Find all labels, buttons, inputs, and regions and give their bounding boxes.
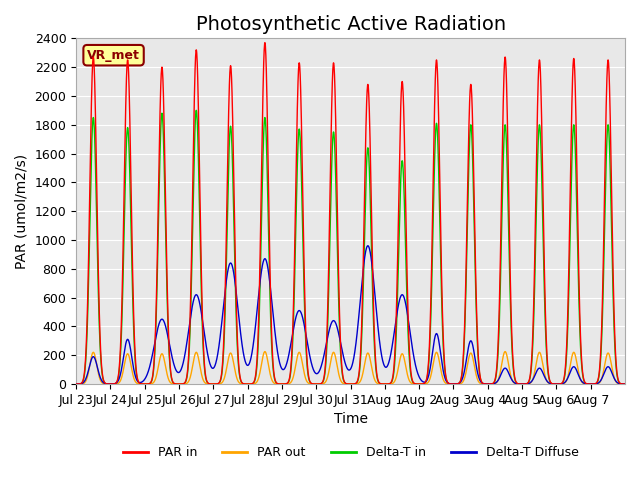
Legend: PAR in, PAR out, Delta-T in, Delta-T Diffuse: PAR in, PAR out, Delta-T in, Delta-T Dif…	[118, 441, 584, 464]
Title: Photosynthetic Active Radiation: Photosynthetic Active Radiation	[195, 15, 506, 34]
Text: VR_met: VR_met	[87, 48, 140, 62]
Y-axis label: PAR (umol/m2/s): PAR (umol/m2/s)	[15, 154, 29, 269]
X-axis label: Time: Time	[333, 412, 367, 426]
